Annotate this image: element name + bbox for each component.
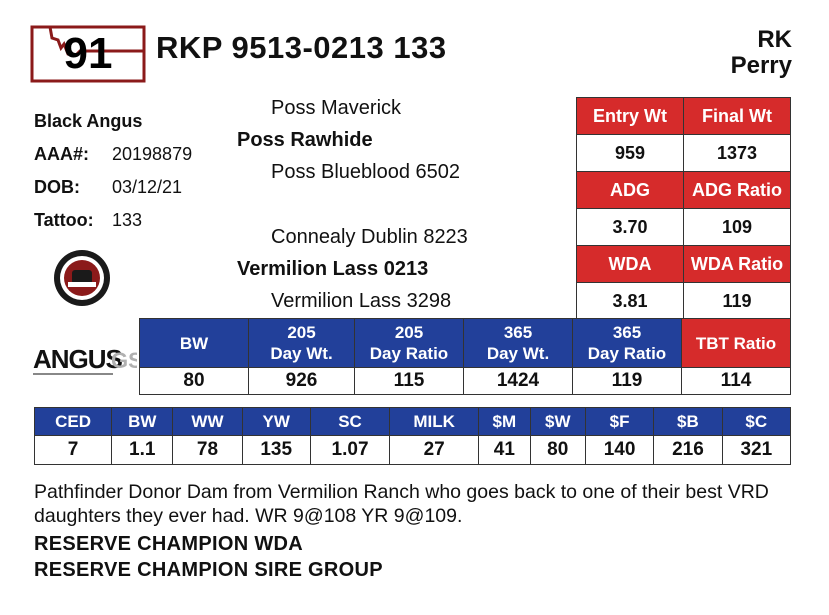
epd-value-sc: 1.07	[309, 435, 391, 465]
dob-value: 03/12/21	[112, 177, 183, 197]
pedigree-sire-sire: Poss Maverick	[271, 97, 402, 119]
epd-table: CED BW WW YW SC MILK $M $W $F $B $C 7 1.…	[33, 407, 792, 465]
dob-label: DOB:	[34, 177, 80, 197]
pedigree-dam-sire: Connealy Dublin 8223	[271, 226, 468, 248]
entry-wt-value: 959	[576, 134, 684, 172]
wda-ratio-value: 119	[683, 282, 791, 320]
epd-value-milk: 27	[389, 435, 480, 465]
wda-header: WDA	[576, 245, 684, 283]
epd-value-f: 140	[584, 435, 655, 465]
consignor-line-1: RK	[757, 26, 792, 53]
epd-header-milk: MILK	[389, 407, 480, 436]
lot-comment: Pathfinder Donor Dam from Vermilion Ranc…	[34, 481, 769, 527]
registration-title: RKP 9513-0213 133	[156, 30, 447, 65]
wt-header-bw-line1: BW	[179, 333, 209, 353]
epd-value-m: 41	[478, 435, 531, 465]
wda-ratio-header: WDA Ratio	[683, 245, 791, 283]
weights-table: BW 205 Day Wt. 205 Day Ratio 365 Day Wt.…	[139, 318, 791, 395]
tattoo-label: Tattoo:	[34, 210, 94, 230]
wt-header-365-wt-line2: Day Wt.	[486, 344, 550, 363]
epd-header-ww: WW	[172, 407, 243, 436]
wt-value-365-ratio: 119	[572, 367, 682, 395]
wt-header-365-wt: 365 Day Wt.	[463, 318, 573, 368]
epd-header-c: $C	[721, 407, 792, 436]
wt-value-tbt-ratio: 114	[681, 367, 791, 395]
wda-value: 3.81	[576, 282, 684, 320]
wt-header-bw: BW	[139, 318, 249, 368]
consignor-line-2: Perry	[730, 52, 792, 79]
epd-header-m: $M	[478, 407, 531, 436]
award-1: RESERVE CHAMPION WDA	[34, 533, 303, 555]
angus-logo-suffix: GS	[111, 348, 137, 373]
wt-header-365-ratio-line2: Day Ratio	[587, 344, 667, 363]
aaa-label: AAA#:	[34, 144, 90, 164]
entry-wt-header: Entry Wt	[576, 97, 684, 135]
wt-header-205-ratio: 205 Day Ratio	[354, 318, 464, 368]
adg-ratio-value: 109	[683, 208, 791, 246]
wt-value-205-wt: 926	[248, 367, 355, 395]
pedigree-sire: Poss Rawhide	[237, 129, 373, 151]
wt-header-205-wt: 205 Day Wt.	[248, 318, 355, 368]
montana-state-outline-icon	[30, 25, 146, 83]
lot-number: 91	[63, 29, 113, 78]
wt-header-tbt-ratio: TBT Ratio	[681, 318, 791, 368]
breed: Black Angus	[34, 111, 143, 131]
wt-value-bw: 80	[139, 367, 249, 395]
pedigree-dam-dam: Vermilion Lass 3298	[271, 290, 452, 312]
epd-value-bw: 1.1	[111, 435, 174, 465]
epd-header-sc: SC	[309, 407, 391, 436]
angus-gs-logo-icon: ANGUS GS	[33, 344, 137, 375]
adg-value: 3.70	[576, 208, 684, 246]
pedigree-sire-dam: Poss Blueblood 6502	[271, 161, 461, 183]
epd-header-bw: BW	[111, 407, 174, 436]
epd-header-w: $W	[529, 407, 586, 436]
wt-header-365-wt-line1: 365	[503, 323, 533, 342]
wt-header-tbt-ratio-line1: TBT Ratio	[695, 333, 777, 353]
epd-header-f: $F	[584, 407, 655, 436]
final-wt-value: 1373	[683, 134, 791, 172]
pedigree-dam: Vermilion Lass 0213	[237, 258, 429, 280]
epd-value-yw: 135	[241, 435, 311, 465]
wt-header-365-ratio: 365 Day Ratio	[572, 318, 682, 368]
epd-value-ww: 78	[172, 435, 243, 465]
wt-value-365-wt: 1424	[463, 367, 573, 395]
award-2: RESERVE CHAMPION SIRE GROUP	[34, 559, 383, 581]
wt-header-365-ratio-line1: 365	[612, 323, 642, 342]
adg-ratio-header: ADG Ratio	[683, 171, 791, 209]
consignor: RK Perry	[731, 27, 792, 79]
tattoo-value: 133	[112, 210, 143, 230]
aaa-number: 20198879	[112, 144, 193, 164]
adg-header: ADG	[576, 171, 684, 209]
wt-header-205-wt-line2: Day Wt.	[270, 344, 333, 363]
epd-header-b: $B	[653, 407, 723, 436]
performance-table: Entry Wt Final Wt 959 1373 ADG ADG Ratio…	[576, 97, 791, 320]
epd-value-ced: 7	[33, 435, 113, 465]
wt-value-205-ratio: 115	[354, 367, 464, 395]
epd-value-c: 321	[721, 435, 792, 465]
epd-value-w: 80	[529, 435, 586, 465]
wt-header-205-wt-line1: 205	[287, 323, 316, 342]
wt-header-205-ratio-line1: 205	[394, 323, 424, 342]
epd-header-ced: CED	[33, 407, 113, 436]
epd-value-b: 216	[653, 435, 723, 465]
epd-header-yw: YW	[241, 407, 311, 436]
certified-seal-icon	[54, 250, 110, 306]
angus-logo-text: ANGUS	[33, 344, 123, 374]
wt-header-205-ratio-line2: Day Ratio	[369, 344, 449, 363]
final-wt-header: Final Wt	[683, 97, 791, 135]
